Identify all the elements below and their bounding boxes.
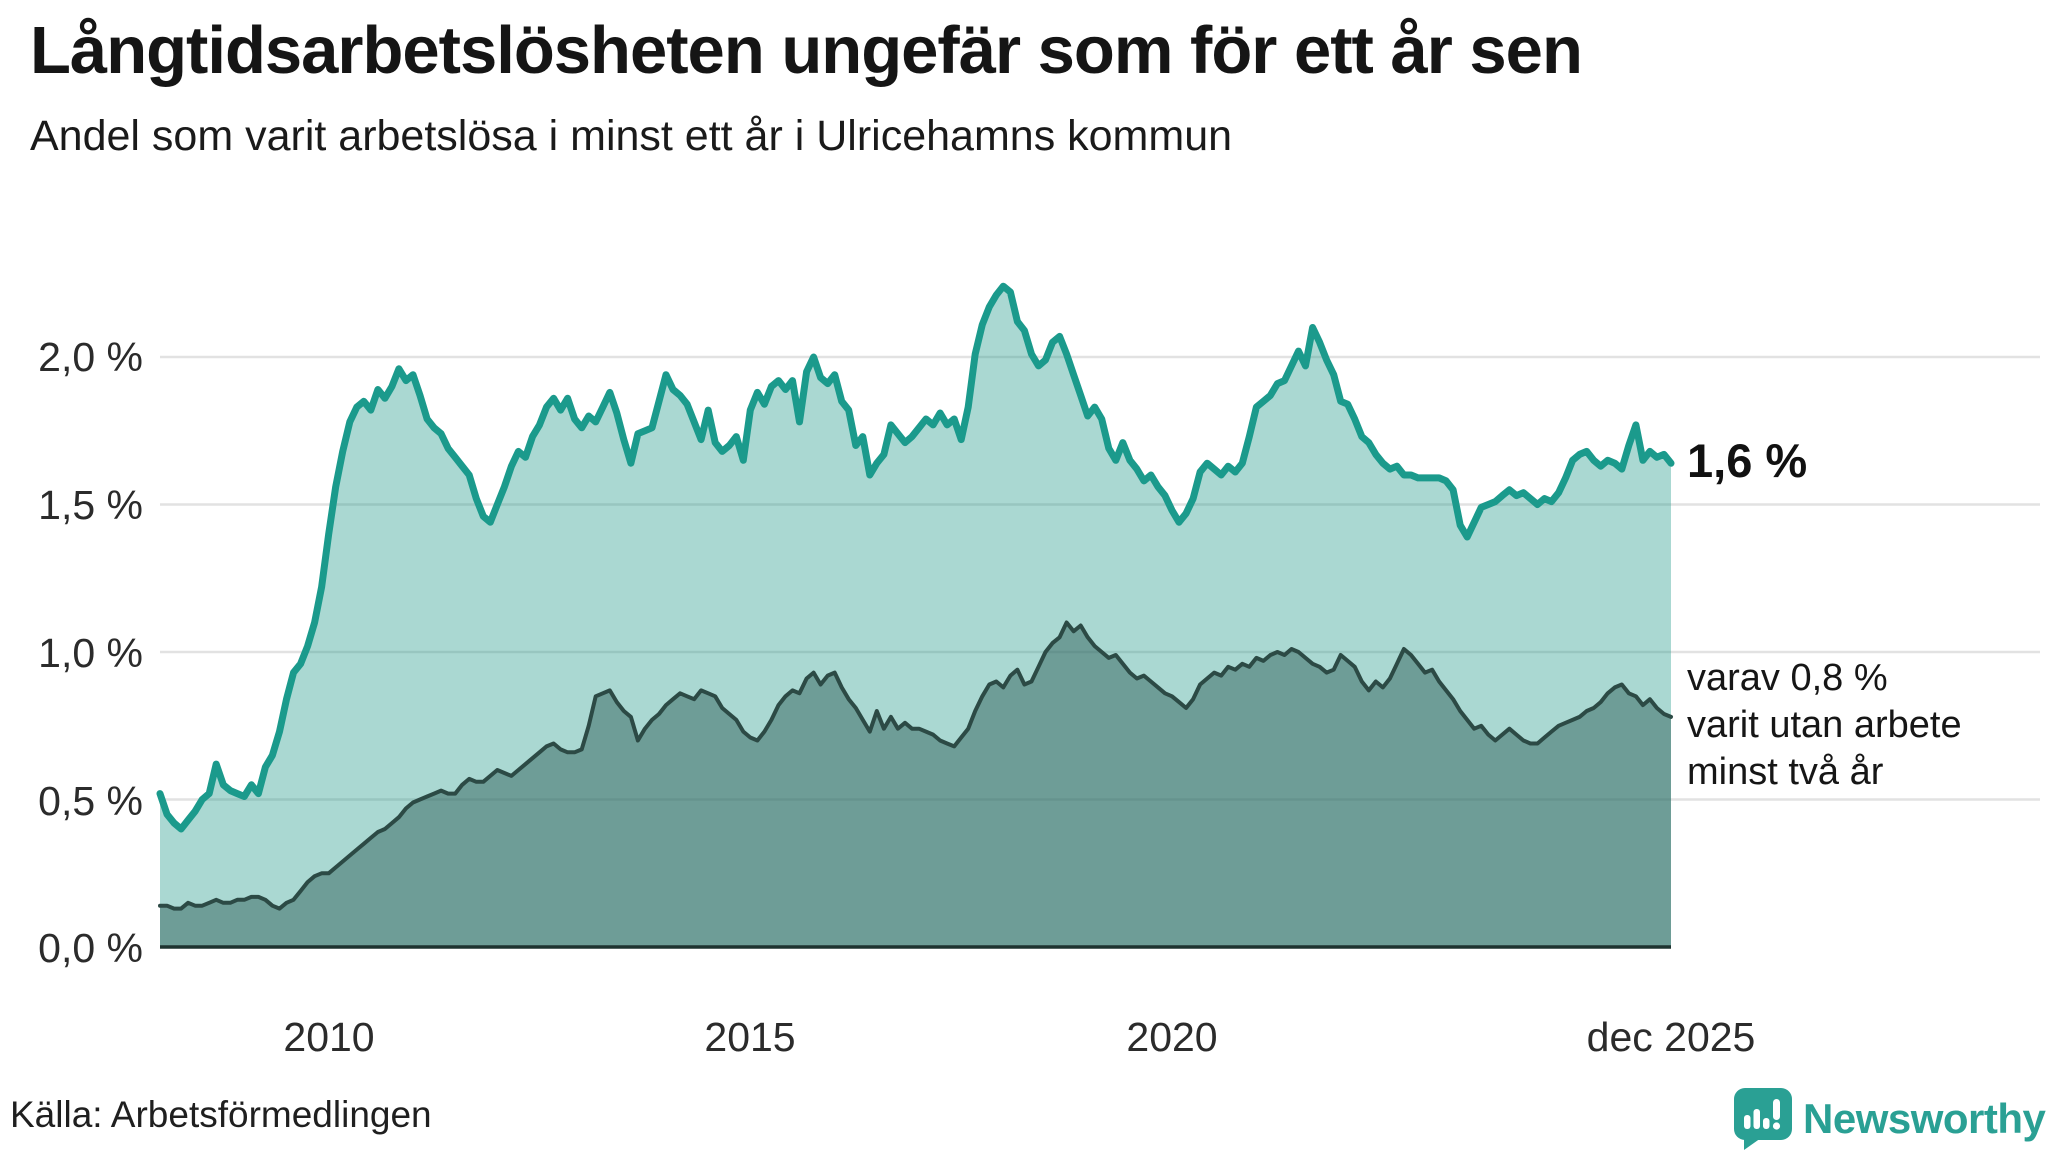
- newsworthy-wordmark: Newsworthy: [1803, 1095, 2046, 1142]
- series-1yr-end-value-label: 1,6 %: [1687, 434, 1808, 487]
- y-tick-1_5: 1,5 %: [38, 482, 143, 528]
- newsworthy-logo-icon: [1734, 1088, 1792, 1150]
- source-credit: Källa: Arbetsförmedlingen: [10, 1094, 432, 1135]
- y-tick-2_0: 2,0 %: [38, 334, 143, 380]
- x-tick-2020: 2020: [1126, 1014, 1218, 1060]
- series-1yr-line: [156, 282, 1675, 833]
- y-tick-0_5: 0,5 %: [38, 778, 143, 824]
- annotation-line-3: minst två år: [1687, 751, 1884, 793]
- annotation-line-1: varav 0,8 %: [1687, 657, 1888, 699]
- series-2yr-annotation: varav 0,8 % varit utan arbete minst två …: [1687, 655, 1962, 796]
- y-tick-0_0: 0,0 %: [38, 925, 143, 971]
- series-2yr-line: [158, 620, 1673, 911]
- page-title: Långtidsarbetslösheten ungefär som för e…: [30, 13, 1583, 88]
- series-1yr-area: [160, 286, 1671, 947]
- chart-subtitle: Andel som varit arbetslösa i minst ett å…: [30, 112, 1233, 160]
- annotation-line-2: varit utan arbete: [1687, 704, 1962, 746]
- y-tick-1_0: 1,0 %: [38, 630, 143, 676]
- newsworthy-brand: Newsworthy: [1734, 1088, 2046, 1150]
- x-tick-2010: 2010: [283, 1014, 375, 1060]
- series-2yr-area: [160, 622, 1671, 947]
- x-tick-2015: 2015: [704, 1014, 796, 1060]
- x-tick-dec-2025: dec 2025: [1586, 1014, 1756, 1060]
